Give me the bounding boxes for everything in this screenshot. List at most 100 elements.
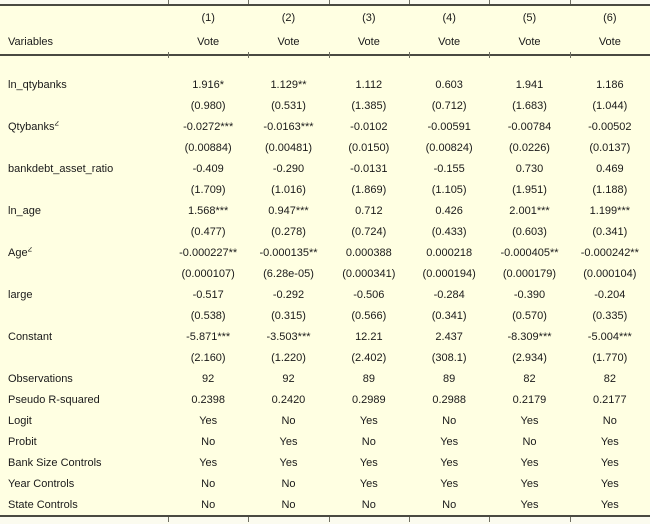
cell-value: No (281, 498, 296, 511)
column-divider-tick (168, 0, 169, 4)
cell-value: 0.2420 (271, 393, 306, 406)
cell-value: (1.683) (512, 99, 547, 112)
summary-row-probit: Probit No Yes No Yes No Yes (0, 431, 650, 452)
summary-row-observations: Observations 92 92 89 89 82 82 (0, 368, 650, 389)
se-row-bankdebt-asset-ratio: (1.709) (1.016) (1.869) (1.105) (1.951) (1.18… (0, 179, 650, 200)
column-divider-tick (168, 517, 169, 522)
cell-value: No (442, 498, 457, 511)
cell-value: (1.016) (271, 183, 306, 196)
column-divider-tick (570, 52, 571, 58)
cell-value: -0.517 (192, 288, 224, 301)
cell-value: (1.709) (190, 183, 226, 196)
table-top-margin-strip (0, 0, 650, 4)
cell-value: No (602, 414, 617, 427)
cell-value: -3.503*** (266, 330, 311, 343)
cell-value: -0.204 (594, 288, 626, 301)
cell-value: -5.871*** (186, 330, 231, 343)
coef-row-large: large -0.517 -0.292 -0.506 -0.284 -0.390 -0.20… (0, 284, 650, 305)
summary-row-bank-size-controls: Bank Size Controls Yes Yes Yes Yes Yes Yes (0, 452, 650, 473)
cell-value: (0.0226) (509, 141, 550, 154)
cell-value: Yes (520, 477, 539, 490)
dep-var-label: Vote (518, 36, 541, 48)
coef-row-bankdebt-asset-ratio: bankdebt_asset_ratio -0.409 -0.290 -0.0131 -… (0, 158, 650, 179)
cell-value: 92 (282, 372, 295, 385)
cell-value: No (201, 498, 216, 511)
cell-value: 12.21 (355, 330, 383, 343)
cell-value: 0.000388 (345, 246, 392, 259)
cell-value: -0.409 (192, 162, 224, 175)
column-divider-tick (248, 52, 249, 58)
table-header: (1) (2) (3) (4) (5) (6) Variables Vote V… (0, 6, 650, 54)
cell-value: -0.00502 (588, 120, 632, 133)
cell-value: (1.385) (351, 99, 387, 112)
cell-value: (0.712) (431, 99, 467, 112)
dep-var-label: Vote (277, 36, 300, 48)
cell-value: 0.000218 (426, 246, 473, 259)
cell-value: Yes (520, 414, 539, 427)
cell-value: (1.044) (592, 99, 628, 112)
cell-value: (0.603) (512, 225, 547, 238)
se-row-age: (0.000107) (6.28e-05) (0.000341) (0.000194)… (0, 263, 650, 284)
cell-value: 2.001*** (509, 204, 550, 217)
cell-value: (0.000179) (502, 267, 557, 280)
cell-value: Yes (600, 456, 619, 469)
summary-row-state-controls: State Controls No No No No Yes Yes (0, 494, 650, 515)
superscript: 2 (54, 120, 59, 127)
cell-value: (0.538) (190, 309, 226, 322)
cell-value: (1.869) (351, 183, 387, 196)
cell-value: -0.290 (272, 162, 305, 175)
cell-value: -0.0131 (350, 162, 388, 175)
column-divider-tick (329, 0, 330, 4)
summary-row-logit: Logit Yes No Yes No Yes No (0, 410, 650, 431)
cell-value: -0.000242** (580, 246, 639, 259)
cell-value: (0.0137) (589, 141, 631, 154)
cell-value: 0.2177 (593, 393, 627, 406)
cell-value: Yes (520, 498, 539, 511)
cell-value: (0.341) (592, 225, 628, 238)
cell-value: Yes (279, 435, 298, 448)
table-top-rule (0, 4, 650, 6)
column-divider-tick (329, 517, 330, 522)
cell-value: Yes (359, 456, 378, 469)
column-divider-tick (248, 0, 249, 4)
row-label: Probit (8, 435, 37, 448)
cell-value: Yes (600, 477, 619, 490)
cell-value: (1.188) (592, 183, 628, 196)
column-number: (4) (442, 12, 456, 24)
cell-value: -0.390 (513, 288, 546, 301)
cell-value: Yes (359, 477, 378, 490)
cell-value: 0.947*** (268, 204, 309, 217)
header-row-model-numbers: (1) (2) (3) (4) (5) (6) (0, 6, 650, 30)
column-number: (5) (522, 12, 537, 24)
cell-value: Yes (199, 414, 218, 427)
cell-value: (2.402) (351, 351, 387, 364)
header-row-dep-vars: Variables Vote Vote Vote Vote Vote Vote (0, 30, 650, 54)
summary-row-year-controls: Year Controls No No Yes Yes Yes Yes (0, 473, 650, 494)
cell-value: No (281, 477, 296, 490)
row-label: Pseudo R-squared (8, 393, 100, 406)
cell-value: (308.1) (431, 351, 467, 364)
column-divider-tick (489, 517, 490, 522)
row-label: Bank Size Controls (8, 456, 102, 469)
cell-value: (0.000104) (583, 267, 637, 280)
cell-value: No (442, 414, 457, 427)
cell-value: 89 (362, 372, 375, 385)
coef-row-qtybanks: Qtybanks2 -0.0272*** -0.0163*** -0.0102 -0.0… (0, 116, 650, 137)
cell-value: 0.2989 (352, 393, 386, 406)
column-divider-tick (570, 517, 571, 522)
cell-value: 1.112 (355, 78, 383, 91)
cell-value: -0.000227** (179, 246, 238, 259)
coef-row-constant: Constant -5.871*** -3.503*** 12.21 2.437 -8.3… (0, 326, 650, 347)
cell-value: No (281, 414, 296, 427)
variables-heading: Variables (8, 36, 54, 48)
cell-value: 0.712 (355, 204, 383, 217)
cell-value: 0.2398 (191, 393, 225, 406)
cell-value: -0.00591 (427, 120, 471, 133)
table-header-rule (0, 52, 650, 58)
row-label: Constant (8, 330, 53, 343)
cell-value: 0.2988 (432, 393, 466, 406)
cell-value: 0.603 (435, 78, 463, 91)
row-label: Observations (8, 372, 73, 385)
cell-value: (1.770) (592, 351, 628, 364)
superscript: 2 (27, 246, 33, 253)
